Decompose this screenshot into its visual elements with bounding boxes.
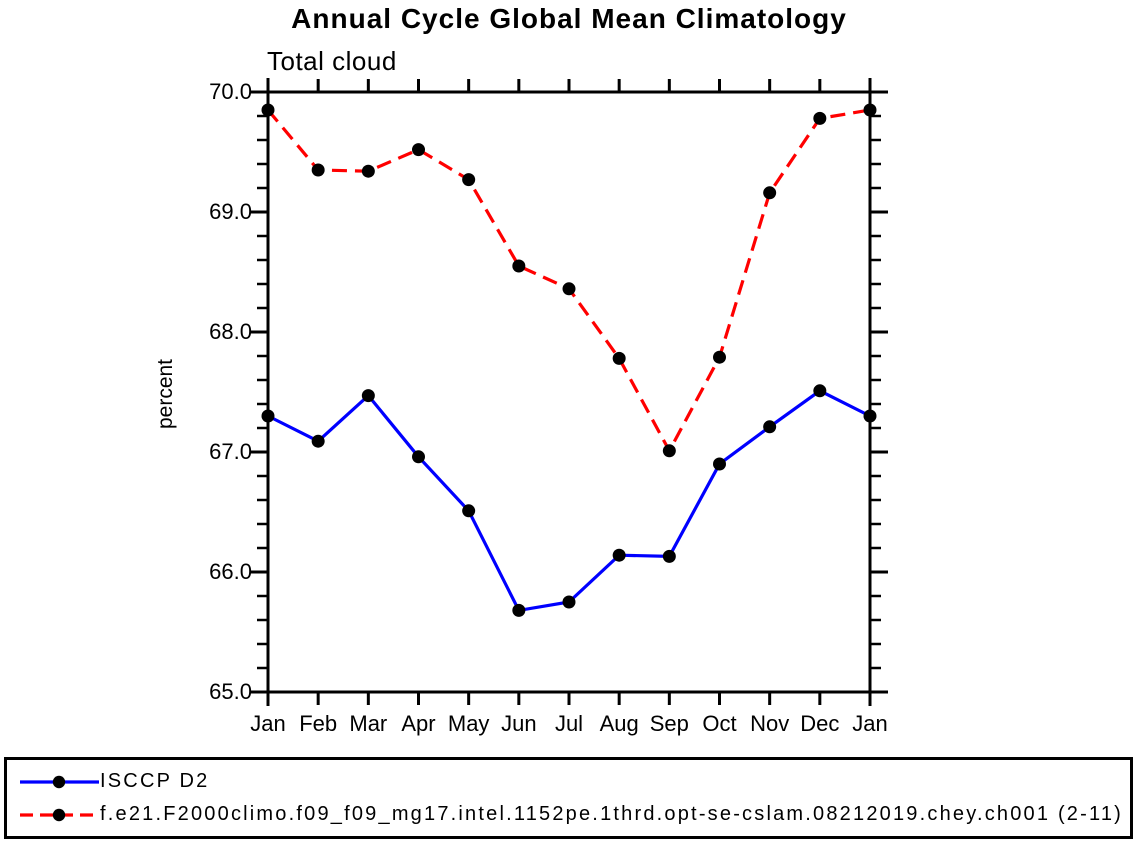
data-point [612,548,626,562]
data-point [261,409,275,423]
x-tick-label: Feb [299,711,338,736]
data-point [261,103,275,117]
chart-subtitle: Total cloud [267,46,397,76]
y-tick-label: 66.0 [209,559,252,584]
data-point [813,111,827,125]
data-point [863,409,877,423]
y-tick-label: 69.0 [209,199,252,224]
x-tick-label: Jan [852,711,888,736]
y-tick-label: 67.0 [209,439,252,464]
series-line-0 [267,388,871,613]
data-point [763,420,777,434]
data-point [562,282,576,296]
data-point [713,457,726,471]
y-axis-ticks [250,90,888,694]
chart-title: Annual Cycle Global Mean Climatology [291,3,847,34]
series-line-1 [266,108,871,455]
series-markers-1 [261,103,877,458]
legend-label-isccp: ISCCP D2 [100,770,210,792]
x-tick-label: Dec [800,711,840,736]
x-tick-label: Jul [554,711,584,736]
y-tick-label: 65.0 [209,679,252,704]
data-point [361,164,375,178]
x-tick-label: Oct [702,711,737,736]
series-markers-0 [261,384,877,617]
axis-frame [254,78,884,706]
legend-line-sample-dashed-icon [20,808,99,821]
y-tick-label: 70.0 [209,79,252,104]
data-point [863,103,877,117]
x-tick-label: Nov [750,711,790,736]
legend-box: ISCCP D2 f.e21.F2000climo.f09_f09_mg17.i… [4,757,1133,839]
data-point [713,350,726,364]
data-point [462,173,476,187]
data-point [412,143,425,157]
legend-line-sample-solid-icon [20,775,99,788]
data-point [562,595,576,609]
data-point [512,259,526,273]
x-tick-label: Apr [401,711,436,736]
x-tick-label: Mar [349,711,388,736]
data-point [662,444,676,458]
data-point [311,434,325,448]
x-tick-label: May [447,711,490,736]
y-tick-label: 68.0 [209,319,252,344]
data-point [412,450,425,464]
x-tick-label: Aug [599,711,639,736]
data-point [612,351,626,365]
legend-label-model-run: f.e21.F2000climo.f09_f09_mg17.intel.1152… [100,803,1124,825]
x-tick-label: Jun [501,711,537,736]
x-tick-label: Jan [250,711,286,736]
legend-item-isccp: ISCCP D2 [20,770,1130,793]
x-tick-label: Sep [649,711,689,736]
data-point [361,389,375,403]
data-point [662,549,676,563]
legend-item-model-run: f.e21.F2000climo.f09_f09_mg17.intel.1152… [20,803,1130,826]
x-axis-ticks [266,79,872,705]
data-point [512,603,526,617]
data-point [763,186,777,200]
data-point [813,384,827,398]
data-point [311,163,325,177]
data-point [462,504,476,518]
